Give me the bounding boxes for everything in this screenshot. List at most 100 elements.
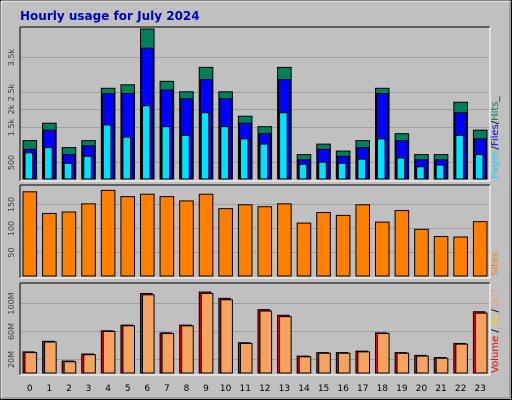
bar-pages-17 [357,158,366,180]
bar-volume-out-13 [279,316,292,374]
bar-sites-3 [81,203,96,277]
bar-sites-13 [277,203,292,277]
bar-pages-10 [220,126,229,180]
bar-volume-out-11 [239,342,253,374]
bar-pages-18 [377,138,386,180]
bar-volume-out-15 [318,352,331,374]
bar-sites-20 [414,228,429,277]
legend-part-3: / [490,120,501,124]
legend-sites: Sites [490,252,501,276]
bar-pages-23 [474,154,484,180]
legend-part-2: Files [490,124,501,146]
ytick-label-1-2: 150 [7,197,16,212]
bar-volume-out-19 [396,352,410,374]
bar-sites-18 [375,221,390,277]
ytick-label-2-2: 100M [7,292,16,314]
legend-part-5: _ [490,95,501,102]
bar-sites-16 [335,214,351,277]
bar-volume-out-6 [142,294,155,374]
legend-volume-part-1: / [490,326,501,336]
xtick-label-23: 23 [474,384,485,394]
plot-area-0 [20,27,490,181]
bar-volume-out-9 [200,292,214,374]
legend-volume-part-2: IN [490,316,501,326]
bar-sites-22 [453,236,468,277]
bar-volume-out-16 [337,352,351,374]
bar-sites-12 [257,206,273,277]
xtick-label-9: 9 [203,384,209,394]
bar-pages-21 [435,164,445,180]
legend-part-0: Pages [490,150,501,179]
bar-sites-8 [179,200,194,277]
xtick-label-2: 2 [66,384,72,394]
bar-pages-22 [455,134,464,180]
bar-pages-6 [142,105,151,180]
legend-volume: Volume / IN /OUT [490,287,501,373]
bar-volume-out-21 [435,357,449,374]
bar-sites-2 [61,211,77,277]
bar-pages-4 [102,124,112,180]
bar-sites-6 [140,193,155,277]
xtick-label-16: 16 [337,384,349,394]
ytick-label-2-1: 60M [7,323,16,340]
bar-sites-10 [218,208,233,277]
xtick-label-17: 17 [357,384,368,394]
xtick-label-10: 10 [220,384,232,394]
bar-volume-out-1 [44,341,57,374]
ytick-label-0-1: 1.5k [7,118,16,136]
bar-sites-19 [394,210,410,277]
bar-volume-out-5 [122,325,135,374]
xtick-label-15: 15 [318,384,329,394]
bar-volume-out-2 [63,361,77,374]
bar-sites-0 [22,191,38,277]
bar-volume-out-22 [455,343,468,374]
bar-volume-out-18 [377,333,390,374]
bar-pages-9 [200,112,210,180]
xtick-label-11: 11 [239,384,250,394]
xtick-label-19: 19 [396,384,408,394]
xtick-label-7: 7 [164,384,170,394]
bar-volume-out-14 [298,356,312,374]
legend-hits-files-pages: Pages/Files/Hits_ [490,95,501,179]
chart-panels: 5001.5k2k2.5k3.5kPages/Files/Hits_501001… [7,26,501,394]
ytick-label-1-1: 100 [7,221,16,236]
bar-pages-15 [318,161,327,180]
xtick-label-4: 4 [105,384,111,394]
bar-sites-4 [100,189,116,277]
legend-volume-part-3: / [490,308,501,315]
bar-sites-7 [159,196,175,277]
bar-sites-17 [355,204,370,277]
bar-sites-1 [42,212,57,277]
xtick-label-8: 8 [184,384,190,394]
bar-pages-14 [298,163,308,180]
xtick-label-1: 1 [47,384,53,394]
bar-volume-out-20 [416,355,429,374]
bar-sites-11 [237,204,253,277]
xtick-label-6: 6 [144,384,150,394]
xtick-label-5: 5 [125,384,131,394]
bar-volume-out-7 [161,333,175,374]
xtick-label-18: 18 [377,384,389,394]
bar-volume-out-12 [259,310,273,374]
bar-volume-out-8 [181,325,194,374]
bar-volume-out-4 [102,330,116,374]
xtick-label-22: 22 [455,384,466,394]
bar-pages-3 [83,155,92,180]
bar-pages-20 [416,166,425,180]
bar-sites-5 [120,196,135,277]
xtick-label-13: 13 [279,384,290,394]
legend-part-4: Hits [490,101,501,120]
xtick-label-21: 21 [435,384,446,394]
plot-area-1 [20,185,490,278]
bar-pages-1 [44,147,53,180]
xtick-label-14: 14 [298,384,310,394]
legend-volume-part-0: Volume [490,336,501,373]
bar-pages-13 [279,112,288,180]
chart-title: Hourly usage for July 2024 [20,9,200,23]
bar-sites-9 [198,193,214,277]
ytick-label-1-0: 50 [7,247,16,257]
xtick-label-12: 12 [259,384,270,394]
xtick-label-0: 0 [27,384,33,394]
bar-pages-11 [239,138,249,180]
